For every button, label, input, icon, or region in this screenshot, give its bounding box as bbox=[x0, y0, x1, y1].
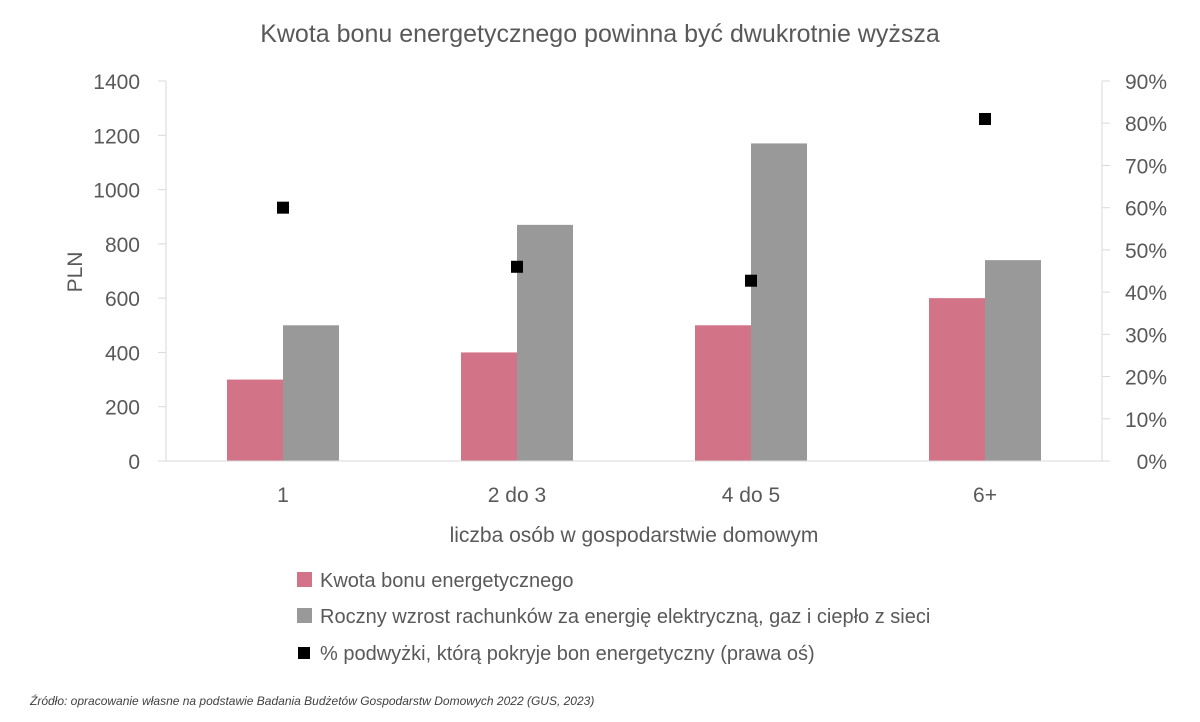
percent-point bbox=[745, 274, 757, 287]
left-tick-label: 200 bbox=[105, 397, 140, 420]
bar-bonus bbox=[227, 379, 283, 461]
left-tick-label: 600 bbox=[105, 288, 140, 311]
right-tick-label: 10% bbox=[1125, 409, 1167, 432]
left-tick-label: 800 bbox=[105, 234, 140, 257]
left-axis-ticks: 0 200 400 600 800 1000 1200 1400 bbox=[93, 71, 166, 474]
right-tick-label: 80% bbox=[1125, 113, 1167, 136]
bar-bonus bbox=[461, 352, 517, 461]
y-axis-label: PLN bbox=[64, 252, 87, 293]
left-tick-label: 1000 bbox=[93, 180, 140, 203]
bar-increase bbox=[517, 224, 573, 461]
bar-increase bbox=[751, 143, 807, 461]
right-tick-label: 30% bbox=[1125, 324, 1167, 347]
x-tick-label: 6+ bbox=[973, 484, 997, 507]
right-tick-label: 60% bbox=[1125, 198, 1167, 221]
right-tick-label: 20% bbox=[1125, 367, 1167, 390]
points bbox=[277, 113, 991, 287]
left-tick-label: 1400 bbox=[93, 71, 140, 94]
percent-point bbox=[277, 201, 289, 214]
legend-swatch-increase bbox=[297, 608, 312, 623]
right-tick-label: 40% bbox=[1125, 282, 1167, 305]
legend-swatch-bonus bbox=[297, 572, 312, 587]
percent-point bbox=[979, 113, 991, 125]
right-tick-label: 0% bbox=[1137, 451, 1167, 474]
left-tick-label: 0 bbox=[128, 451, 140, 474]
legend-label-percent: % podwyżki, którą pokryje bon energetycz… bbox=[320, 643, 815, 665]
bar-bonus bbox=[695, 325, 751, 461]
x-axis-label: liczba osób w gospodarstwie domowym bbox=[450, 524, 819, 547]
bar-increase bbox=[283, 325, 339, 461]
x-tick-label: 1 bbox=[277, 484, 289, 507]
x-tick-label: 2 do 3 bbox=[488, 484, 546, 507]
x-tick-label: 4 do 5 bbox=[722, 484, 780, 507]
legend-label-bonus: Kwota bonu energetycznego bbox=[320, 570, 574, 592]
bar-bonus bbox=[929, 298, 985, 461]
right-tick-label: 70% bbox=[1125, 155, 1167, 178]
left-tick-label: 400 bbox=[105, 342, 140, 365]
bar-increase bbox=[985, 260, 1041, 461]
legend-label-increase: Roczny wzrost rachunków za energię elekt… bbox=[320, 606, 930, 628]
source-note: Źródło: opracowanie własne na podstawie … bbox=[30, 694, 595, 708]
legend-swatch-percent bbox=[298, 647, 310, 659]
right-axis-ticks: 0% 10% 20% 30% 40% 50% 60% 70% 80% 90% bbox=[1102, 71, 1167, 474]
chart-title: Kwota bonu energetycznego powinna być dw… bbox=[260, 20, 940, 48]
right-tick-label: 90% bbox=[1125, 71, 1167, 94]
bars bbox=[227, 143, 1041, 461]
percent-point bbox=[511, 260, 523, 273]
legend: Kwota bonu energetycznego Roczny wzrost … bbox=[297, 570, 930, 665]
left-tick-label: 1200 bbox=[93, 125, 140, 148]
x-axis-ticks: 1 2 do 3 4 do 5 6+ bbox=[277, 484, 997, 507]
right-tick-label: 50% bbox=[1125, 240, 1167, 263]
